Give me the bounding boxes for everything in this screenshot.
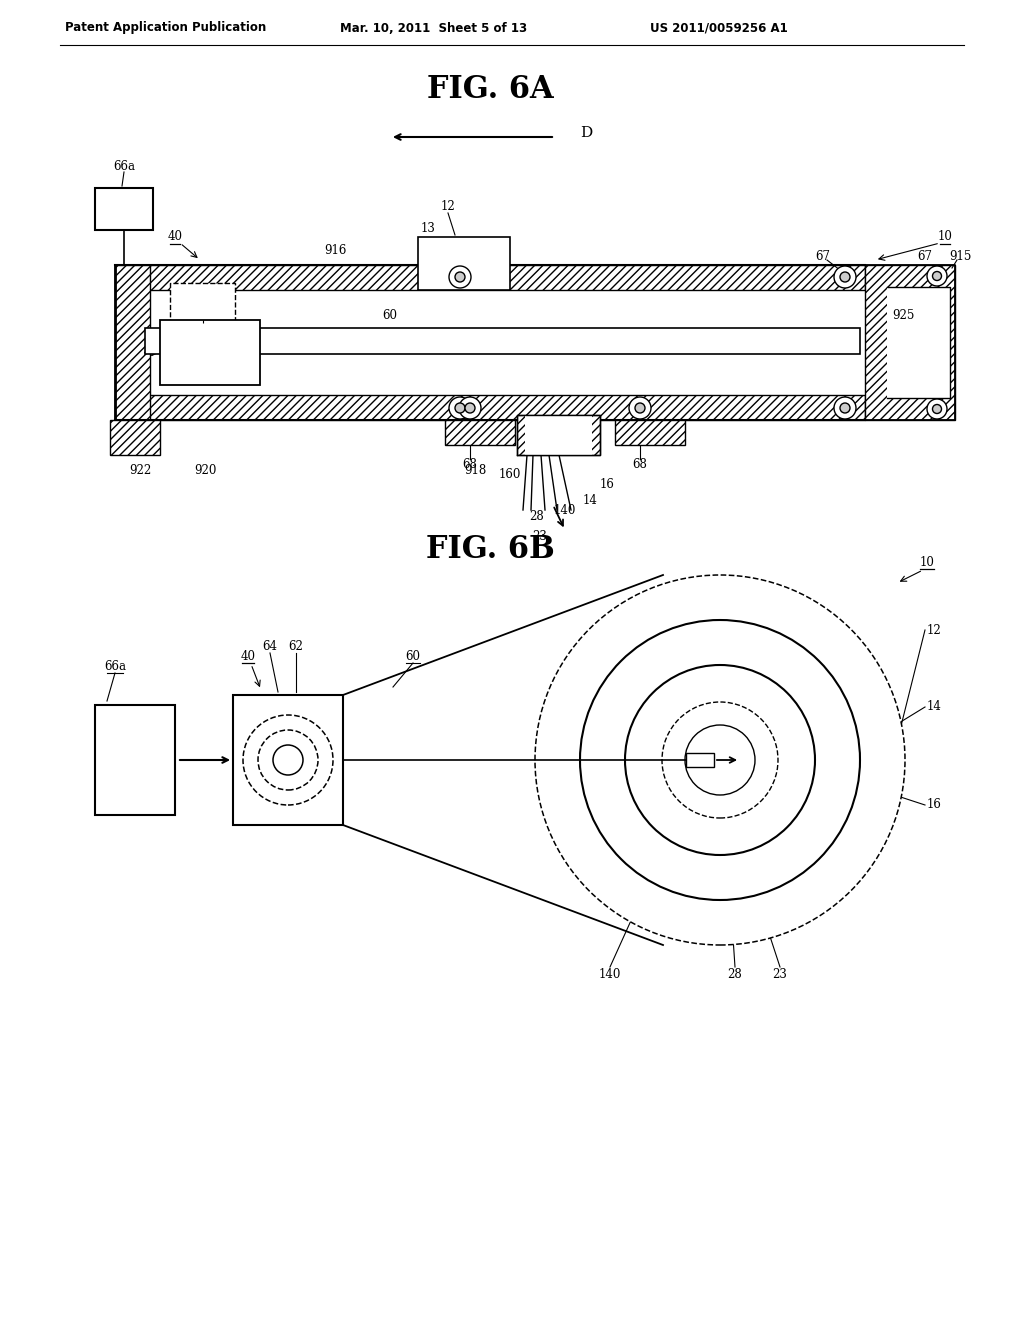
Text: 140: 140	[599, 969, 622, 982]
Text: 40: 40	[168, 231, 182, 243]
Text: FIG. 6A: FIG. 6A	[427, 74, 553, 106]
Text: 12: 12	[440, 201, 456, 214]
Text: 915: 915	[949, 251, 971, 264]
Text: 66a: 66a	[104, 660, 126, 673]
Text: 16: 16	[600, 479, 614, 491]
Bar	[160, 319, 260, 385]
Text: 68: 68	[463, 458, 477, 471]
Bar	[615, 420, 685, 445]
Bar	[115, 265, 865, 290]
Bar	[418, 238, 510, 290]
Circle shape	[927, 399, 947, 418]
Circle shape	[580, 620, 860, 900]
Text: 64: 64	[262, 640, 278, 653]
Text: 67: 67	[815, 251, 830, 264]
Text: D: D	[580, 125, 592, 140]
Text: 67: 67	[918, 251, 933, 264]
Circle shape	[635, 403, 645, 413]
Circle shape	[685, 725, 755, 795]
Bar	[170, 282, 234, 322]
Bar	[115, 265, 150, 420]
Circle shape	[662, 702, 778, 818]
Bar	[95, 187, 153, 230]
Text: 920: 920	[194, 463, 216, 477]
Text: 67: 67	[423, 251, 437, 264]
Text: 60: 60	[406, 651, 421, 664]
Text: 28: 28	[529, 511, 545, 524]
Bar	[95, 705, 175, 814]
Circle shape	[625, 665, 815, 855]
Bar	[525, 414, 592, 455]
Bar	[115, 395, 865, 420]
Text: 12: 12	[927, 623, 942, 636]
Text: 40: 40	[241, 651, 256, 664]
Text: 10: 10	[938, 231, 952, 243]
Circle shape	[455, 272, 465, 282]
Circle shape	[455, 403, 465, 413]
Circle shape	[449, 397, 471, 418]
Text: 14: 14	[927, 701, 942, 714]
Bar	[145, 327, 860, 354]
Text: 60: 60	[383, 309, 397, 322]
Text: 62: 62	[289, 640, 303, 653]
Text: 62: 62	[198, 289, 212, 301]
Text: 68: 68	[633, 458, 647, 471]
Circle shape	[834, 267, 856, 288]
Circle shape	[840, 272, 850, 282]
Text: Mar. 10, 2011  Sheet 5 of 13: Mar. 10, 2011 Sheet 5 of 13	[340, 21, 527, 34]
Text: 160: 160	[499, 469, 521, 482]
Circle shape	[465, 403, 475, 413]
Text: 66a: 66a	[113, 160, 135, 173]
Text: 925: 925	[892, 309, 914, 322]
Text: 16: 16	[927, 799, 942, 812]
Bar	[517, 414, 600, 455]
Circle shape	[933, 404, 941, 413]
Circle shape	[840, 403, 850, 413]
Bar	[233, 696, 343, 825]
Text: 922: 922	[129, 463, 152, 477]
Bar	[887, 286, 950, 399]
Text: ~64: ~64	[227, 359, 253, 371]
Bar	[445, 420, 515, 445]
Text: 23: 23	[772, 969, 787, 982]
Text: Patent Application Publication: Patent Application Publication	[65, 21, 266, 34]
Bar	[686, 752, 714, 767]
Text: FIG. 6B: FIG. 6B	[426, 535, 554, 565]
Bar	[110, 420, 160, 455]
Text: 14: 14	[583, 494, 597, 507]
Circle shape	[834, 397, 856, 418]
Text: 918: 918	[464, 463, 486, 477]
Text: 28: 28	[728, 969, 742, 982]
Circle shape	[535, 576, 905, 945]
Circle shape	[459, 397, 481, 418]
Circle shape	[629, 397, 651, 418]
Text: 23: 23	[532, 531, 548, 544]
Text: 916: 916	[324, 243, 346, 256]
Text: 10: 10	[920, 557, 935, 569]
Circle shape	[933, 272, 941, 281]
Circle shape	[449, 267, 471, 288]
Text: US 2011/0059256 A1: US 2011/0059256 A1	[650, 21, 787, 34]
Circle shape	[927, 267, 947, 286]
Text: 13: 13	[421, 223, 435, 235]
Bar	[865, 265, 955, 420]
Text: 140: 140	[554, 503, 577, 516]
